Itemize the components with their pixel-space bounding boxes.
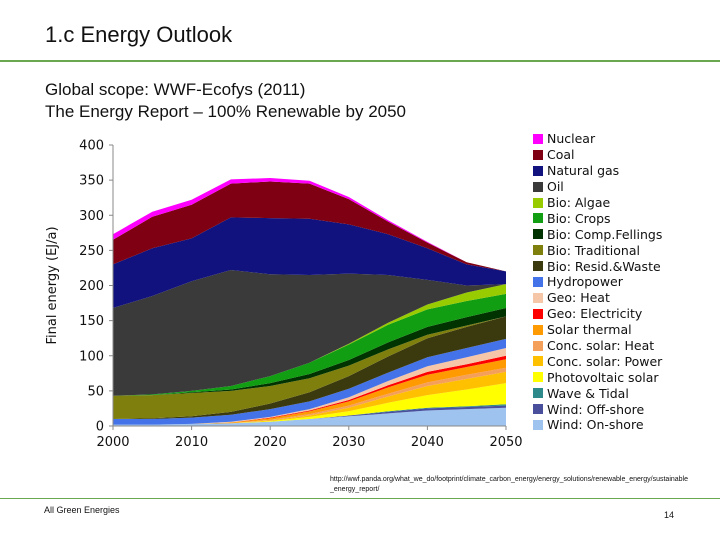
legend-swatch: [533, 308, 543, 319]
legend-label: Photovoltaic solar: [547, 369, 659, 385]
area-bio-traditional: [113, 316, 506, 419]
legend-item: Nuclear: [533, 131, 662, 147]
legend-label: Bio: Algae: [547, 195, 611, 210]
y-tick-label: 350: [79, 174, 104, 189]
legend-swatch: [533, 276, 543, 287]
legend-item: Bio: Resid.&Waste: [533, 258, 662, 274]
y-tick-label: 0: [96, 420, 104, 435]
legend-label: Bio: Comp.Fellings: [547, 226, 663, 242]
y-tick-label: 400: [79, 139, 104, 154]
area-bio-resid-waste: [113, 316, 506, 419]
footer-company: All Green Energies: [44, 505, 120, 515]
legend-swatch: [533, 324, 543, 335]
area-photovoltaic-solar: [113, 383, 506, 425]
legend-swatch: [533, 372, 543, 383]
legend-item: Conc. solar: Heat: [533, 338, 662, 354]
legend-swatch: [533, 229, 543, 240]
area-bio-crops: [113, 293, 506, 396]
y-axis-label: Final energy (EJ/a): [45, 226, 60, 344]
legend-swatch: [533, 213, 543, 224]
subtitle-line-1: Global scope: WWF-Ecofys (2011): [45, 80, 306, 99]
legend-item: Bio: Traditional: [533, 242, 662, 258]
legend-label: Geo: Electricity: [547, 306, 643, 322]
stacked-area-chart: 0 50 100 150 200 250 300 350 400 2000 2010 2020 2030…: [45, 139, 523, 451]
footer-divider: [0, 498, 720, 499]
legend-label: Nuclear: [547, 131, 596, 147]
chart-legend: Nuclear Coal Natural gas Oil Bio: Algae Bio: …: [533, 131, 662, 433]
area-wind-on-shore: [113, 407, 506, 426]
legend-swatch: [533, 404, 543, 415]
area-geo-heat: [113, 348, 506, 425]
slide-title: 1.c Energy Outlook: [45, 22, 233, 47]
y-tick-label: 300: [79, 209, 104, 224]
legend-item: Bio: Algae: [533, 195, 662, 211]
y-tick-label: 100: [79, 349, 104, 364]
y-tick-label: 250: [79, 244, 104, 259]
area-hydropower: [113, 338, 506, 425]
legend-label: Coal: [547, 147, 575, 163]
legend-label: Oil: [547, 179, 564, 195]
legend-label: Wave & Tidal: [547, 385, 629, 401]
area-geo-electricity: [113, 355, 506, 425]
legend-label: Hydropower: [547, 274, 623, 290]
y-tick-label: 200: [79, 279, 104, 294]
legend-item: Coal: [533, 147, 662, 163]
x-tick-label: 2040: [411, 435, 444, 450]
x-tick-label: 2010: [175, 435, 208, 450]
legend-label: Conc. solar: Heat: [547, 338, 655, 354]
legend-item: Hydropower: [533, 274, 662, 290]
legend-item: Wind: On-shore: [533, 417, 662, 433]
title-divider: [0, 60, 720, 62]
x-tick-label: 2000: [96, 435, 129, 450]
legend-item: Geo: Heat: [533, 290, 662, 306]
legend-item: Bio: Crops: [533, 210, 662, 226]
legend-label: Geo: Heat: [547, 290, 610, 306]
legend-label: Natural gas: [547, 163, 620, 179]
legend-swatch: [533, 292, 543, 303]
legend-item: Photovoltaic solar: [533, 369, 662, 385]
x-tick-label: 2020: [254, 435, 287, 450]
legend-swatch: [533, 419, 543, 430]
source-url: http://wwf.panda.org/what_we_do/footprin…: [330, 476, 689, 493]
legend-swatch: [533, 356, 543, 367]
legend-item: Natural gas: [533, 163, 662, 179]
area-oil: [113, 270, 506, 396]
legend-swatch: [533, 245, 543, 256]
legend-item: Oil: [533, 179, 662, 195]
legend-swatch: [533, 149, 543, 160]
legend-item: Conc. solar: Power: [533, 353, 662, 369]
legend-label: Wind: Off-shore: [547, 401, 645, 417]
x-tick-label: 2050: [489, 435, 522, 450]
legend-swatch: [533, 388, 543, 399]
legend-swatch: [533, 181, 543, 192]
legend-item: Geo: Electricity: [533, 306, 662, 322]
subtitle-line-2: The Energy Report – 100% Renewable by 20…: [45, 102, 407, 121]
legend-label: Bio: Traditional: [547, 242, 640, 258]
legend-swatch: [533, 133, 543, 144]
x-tick-label: 2030: [332, 435, 365, 450]
area-solar-thermal: [113, 359, 506, 425]
legend-item: Bio: Comp.Fellings: [533, 226, 662, 242]
legend-item: Solar thermal: [533, 322, 662, 338]
legend-swatch: [533, 165, 543, 176]
area-bio-algae: [113, 284, 506, 396]
y-tick-label: 50: [87, 384, 104, 399]
legend-label: Solar thermal: [547, 322, 632, 338]
legend-swatch: [533, 197, 543, 208]
legend-label: Wind: On-shore: [547, 417, 644, 433]
legend-item: Wave & Tidal: [533, 385, 662, 401]
legend-label: Bio: Resid.&Waste: [547, 258, 661, 274]
page-number: 14: [664, 510, 675, 520]
area-wind-off-shore: [113, 405, 506, 425]
legend-item: Wind: Off-shore: [533, 401, 662, 417]
legend-swatch: [533, 261, 543, 272]
legend-label: Bio: Crops: [547, 210, 611, 226]
area-coal: [113, 181, 506, 272]
legend-label: Conc. solar: Power: [547, 353, 663, 369]
area-natural-gas: [113, 217, 506, 308]
legend-swatch: [533, 340, 543, 351]
y-tick-label: 150: [79, 314, 104, 329]
